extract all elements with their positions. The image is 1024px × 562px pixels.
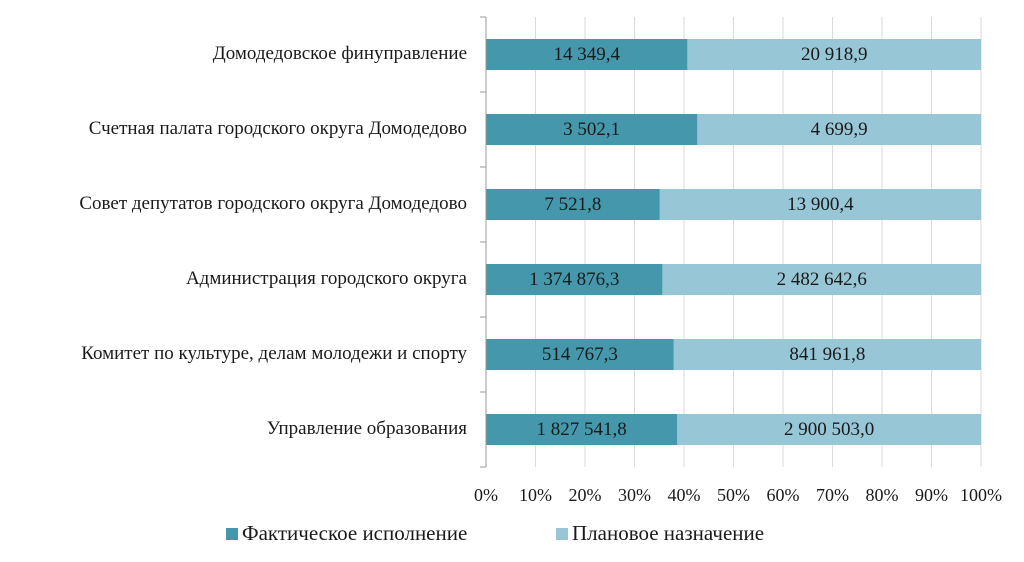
data-label: 2 900 503,0 [784, 419, 874, 440]
data-label: 14 349,4 [553, 44, 620, 65]
category-label: Комитет по культуре, делам молодежи и сп… [81, 343, 467, 364]
category-label: Совет депутатов городского округа Домоде… [79, 193, 467, 214]
x-tick-label: 90% [915, 485, 948, 505]
legend-label: Фактическое исполнение [242, 521, 467, 545]
legend: Фактическое исполнение Плановое назначени… [226, 521, 764, 545]
x-tick-label: 0% [474, 485, 498, 505]
x-tick-label: 10% [519, 485, 552, 505]
bar-segment [662, 264, 981, 295]
data-label: 1 827 541,8 [537, 419, 627, 440]
x-tick-label: 30% [618, 485, 651, 505]
data-label: 13 900,4 [787, 194, 854, 215]
bars: 14 349,4 20 918,9 3 502,1 4 699,9 7 521,8 13 … [486, 39, 981, 445]
x-tick-label: 80% [866, 485, 899, 505]
bar-segment [697, 114, 981, 145]
x-tick-label: 40% [668, 485, 701, 505]
category-labels: Домодедовское финуправление Счетная палат… [79, 43, 467, 439]
x-tick-label: 50% [717, 485, 750, 505]
bar-segment [687, 39, 981, 70]
data-label: 1 374 876,3 [529, 269, 619, 290]
data-label: 2 482 642,6 [777, 269, 867, 290]
legend-label: Плановое назначение [572, 521, 764, 545]
category-label: Счетная палата городского округа Домодед… [89, 118, 467, 139]
bar-segment [659, 189, 981, 220]
bar-segment [486, 39, 688, 70]
bar-segment [486, 339, 674, 370]
bar-segment [486, 114, 698, 145]
category-axis [480, 16, 487, 468]
legend-swatch [226, 528, 238, 540]
bar-segment [673, 339, 981, 370]
category-label: Управление образования [267, 418, 468, 439]
data-label: 4 699,9 [811, 119, 868, 140]
category-label: Администрация городского округа [186, 268, 468, 289]
x-tick-label: 60% [767, 485, 800, 505]
category-label: Домодедовское финуправление [213, 43, 467, 64]
data-label: 514 767,3 [542, 344, 618, 365]
bar-segment [486, 189, 660, 220]
grid-lines [535, 17, 982, 467]
bar-segment [486, 264, 663, 295]
x-tick-label: 70% [816, 485, 849, 505]
bar-segment [486, 414, 678, 445]
bar-segment [677, 414, 981, 445]
x-tick-label: 100% [960, 485, 1002, 505]
legend-swatch [556, 528, 568, 540]
data-label: 3 502,1 [563, 119, 620, 140]
data-label: 7 521,8 [544, 194, 601, 215]
x-tick-labels: 0% 10% 20% 30% 40% 50% 60% 70% 80% 90% 100% [474, 485, 1002, 505]
x-tick-label: 20% [569, 485, 602, 505]
data-label: 20 918,9 [801, 44, 868, 65]
data-label: 841 961,8 [789, 344, 865, 365]
